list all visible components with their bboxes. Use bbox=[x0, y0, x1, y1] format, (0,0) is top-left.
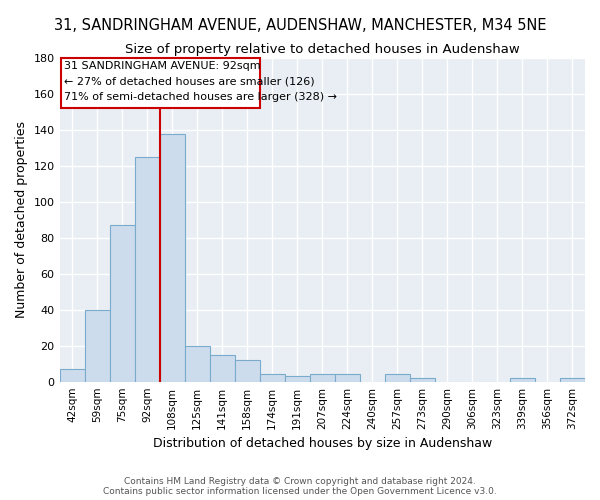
Bar bbox=[59, 369, 85, 382]
Bar bbox=[410, 378, 435, 382]
Text: 31, SANDRINGHAM AVENUE, AUDENSHAW, MANCHESTER, M34 5NE: 31, SANDRINGHAM AVENUE, AUDENSHAW, MANCH… bbox=[54, 18, 546, 32]
Bar bbox=[235, 360, 260, 382]
Bar bbox=[560, 378, 585, 382]
Bar bbox=[185, 346, 209, 382]
Bar bbox=[110, 226, 134, 382]
Bar bbox=[134, 157, 160, 382]
Text: 71% of semi-detached houses are larger (328) →: 71% of semi-detached houses are larger (… bbox=[64, 92, 337, 102]
Text: ← 27% of detached houses are smaller (126): ← 27% of detached houses are smaller (12… bbox=[64, 76, 314, 86]
Bar bbox=[335, 374, 360, 382]
Bar bbox=[310, 374, 335, 382]
X-axis label: Distribution of detached houses by size in Audenshaw: Distribution of detached houses by size … bbox=[152, 437, 492, 450]
Bar bbox=[510, 378, 535, 382]
Title: Size of property relative to detached houses in Audenshaw: Size of property relative to detached ho… bbox=[125, 42, 520, 56]
Y-axis label: Number of detached properties: Number of detached properties bbox=[15, 122, 28, 318]
Bar bbox=[85, 310, 110, 382]
Bar bbox=[209, 354, 235, 382]
Bar bbox=[285, 376, 310, 382]
Bar bbox=[160, 134, 185, 382]
Text: 31 SANDRINGHAM AVENUE: 92sqm: 31 SANDRINGHAM AVENUE: 92sqm bbox=[64, 61, 260, 71]
Bar bbox=[260, 374, 285, 382]
FancyBboxPatch shape bbox=[61, 58, 260, 108]
Text: Contains HM Land Registry data © Crown copyright and database right 2024.
Contai: Contains HM Land Registry data © Crown c… bbox=[103, 476, 497, 496]
Bar bbox=[385, 374, 410, 382]
